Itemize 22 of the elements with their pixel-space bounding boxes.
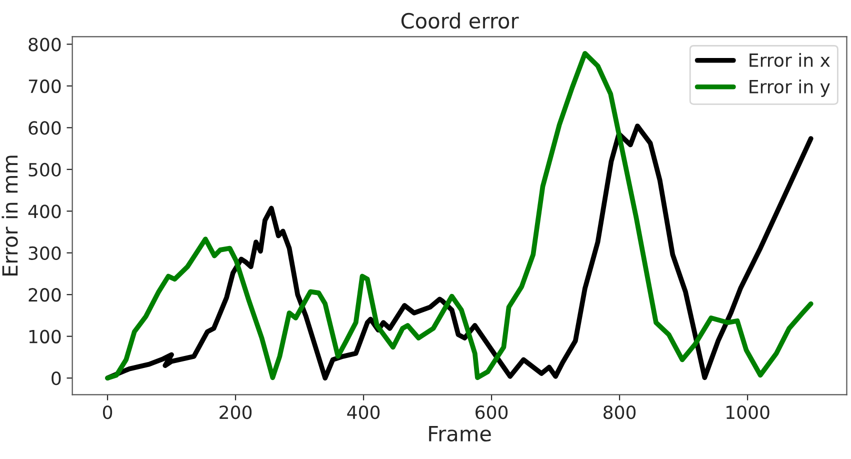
- x-tick-label: 1000: [726, 405, 770, 420]
- y-tick-label: 700: [28, 79, 61, 94]
- line-series: [105, 50, 814, 380]
- y-tick-label: 500: [28, 162, 61, 177]
- y-tick-label: 600: [28, 121, 61, 135]
- y-tick-label: 200: [28, 288, 61, 302]
- legend-label: Error in y: [750, 79, 830, 97]
- x-tick-label: 0: [102, 405, 112, 420]
- y-tick-label: 300: [28, 246, 61, 260]
- y-tick-label: 100: [29, 330, 61, 344]
- y-tick-label: 0: [52, 372, 61, 386]
- line-series: [105, 124, 814, 380]
- x-tick-label: 200: [220, 405, 252, 420]
- legend-label: Error in x: [750, 52, 830, 67]
- y-axis-title: Error in mm: [2, 156, 18, 276]
- chart-title: Coord error: [401, 12, 519, 29]
- x-tick-label: 400: [347, 405, 380, 420]
- y-tick-label: 800: [28, 38, 61, 52]
- x-tick-label: 600: [476, 405, 508, 420]
- y-tick-label: 400: [28, 204, 61, 218]
- x-axis-title: Frame: [429, 426, 491, 442]
- x-tick-label: 800: [604, 405, 636, 420]
